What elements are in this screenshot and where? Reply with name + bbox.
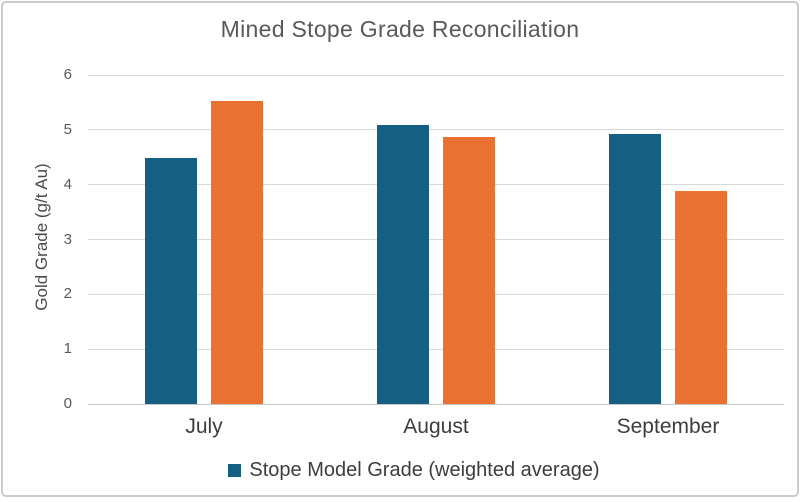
- bar-august-series-1: [377, 125, 429, 404]
- y-tick-label-0: 0: [63, 395, 72, 412]
- gridline-y-3: [88, 239, 784, 240]
- gridline-y-5: [88, 129, 784, 131]
- gridline-y-0: [88, 403, 784, 405]
- y-tick-label-1: 1: [63, 340, 72, 358]
- chart-title: Mined Stope Grade Reconciliation: [220, 16, 580, 42]
- legend: Stope Model Grade (weighted average): [17, 459, 800, 482]
- bar-july-series-1: [145, 158, 197, 404]
- x-label-september: September: [616, 415, 720, 438]
- legend-label-1: Stope Model Grade (weighted average): [249, 459, 600, 481]
- bar-september-series-2: [675, 191, 727, 404]
- gridline-y-4: [88, 184, 784, 186]
- y-tick-label-6: 6: [63, 66, 72, 83]
- y-tick-label-2: 2: [63, 285, 72, 303]
- legend-swatch-1: [228, 464, 242, 477]
- plot-area: [88, 74, 784, 405]
- bar-september-series-1: [609, 134, 661, 404]
- gridline-y-6: [88, 74, 784, 76]
- y-tick-label-4: 4: [63, 175, 72, 193]
- y-tick-label-5: 5: [63, 120, 72, 138]
- x-label-july: July: [185, 415, 223, 438]
- gridline-y-1: [88, 348, 784, 350]
- gridline-y-2: [88, 293, 784, 295]
- bar-august-series-2: [443, 136, 495, 404]
- y-tick-label-3: 3: [63, 230, 72, 248]
- x-label-august: August: [403, 415, 469, 438]
- bar-july-series-2: [211, 101, 263, 404]
